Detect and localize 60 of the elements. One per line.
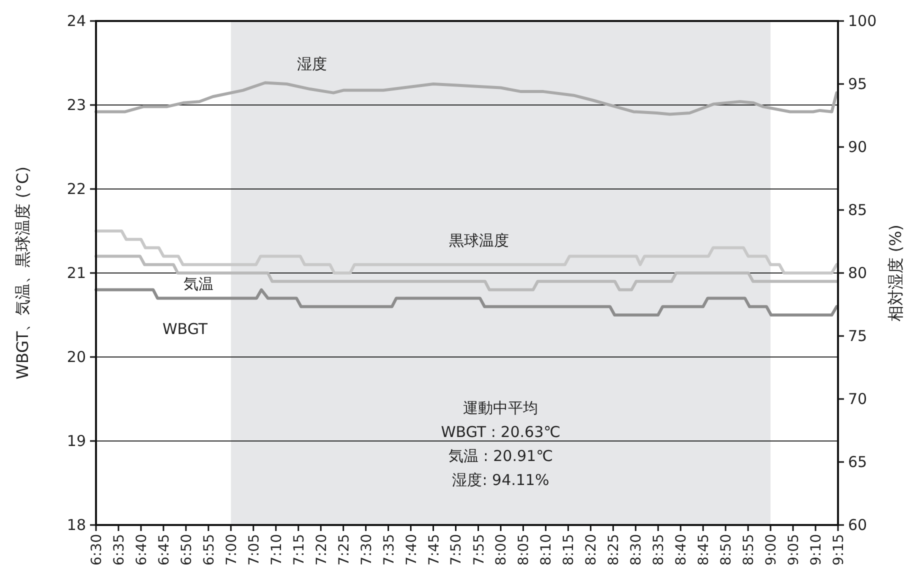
x-tick-label: 8:50 — [718, 534, 735, 566]
y2-tick-label: 75 — [848, 327, 868, 345]
y2-tick-label: 100 — [848, 12, 877, 30]
y-tick-label: 18 — [66, 516, 86, 534]
x-tick-label: 6:35 — [111, 534, 128, 566]
y-tick-label: 20 — [66, 348, 86, 366]
x-tick-label: 6:55 — [201, 534, 218, 566]
x-tick-label: 9:00 — [764, 534, 780, 566]
x-tick-label: 9:05 — [786, 534, 802, 566]
x-tick-label: 8:40 — [674, 534, 690, 566]
y2-tick-label: 60 — [848, 516, 868, 534]
x-tick-label: 7:20 — [314, 534, 330, 566]
x-tick-label: 8:45 — [696, 534, 712, 566]
y2-axis-title: 相対湿度 (%) — [886, 224, 905, 322]
x-tick-label: 7:35 — [381, 534, 398, 566]
x-tick-label: 7:30 — [358, 534, 375, 566]
x-tick-label: 8:15 — [561, 534, 578, 566]
y-tick-label: 19 — [66, 432, 86, 450]
y2-tick-label: 95 — [848, 75, 868, 93]
series-label: WBGT — [162, 320, 208, 338]
annotation: 運動中平均 — [463, 399, 538, 417]
y2-tick-label: 85 — [848, 201, 868, 219]
y2-tick-label: 80 — [848, 264, 868, 282]
x-tick-label: 6:50 — [178, 534, 195, 566]
y2-tick-label: 70 — [848, 390, 868, 408]
x-tick-label: 7:10 — [268, 534, 285, 566]
x-tick-label: 8:55 — [741, 534, 758, 566]
y-tick-label: 24 — [66, 12, 86, 30]
x-tick-label: 8:25 — [606, 534, 622, 566]
x-tick-label: 7:15 — [291, 534, 308, 566]
x-tick-label: 7:55 — [471, 534, 488, 566]
x-tick-label: 7:40 — [404, 534, 420, 566]
x-tick-label: 7:45 — [426, 534, 442, 566]
series-label: 湿度 — [296, 55, 327, 74]
y-tick-label: 22 — [66, 180, 86, 198]
x-tick-label: 9:15 — [831, 534, 847, 566]
x-tick-label: 8:35 — [651, 534, 668, 566]
x-tick-label: 6:30 — [89, 534, 105, 566]
x-tick-label: 9:10 — [808, 534, 825, 566]
x-tick-label: 8:20 — [584, 534, 600, 566]
series-label: 気温 — [184, 275, 214, 293]
x-tick-label: 8:00 — [494, 534, 510, 566]
x-tick-label: 8:10 — [538, 534, 555, 566]
y-tick-label: 21 — [66, 264, 86, 282]
annotation: 湿度: 94.11% — [452, 471, 550, 489]
x-tick-label: 8:05 — [516, 534, 532, 566]
x-tick-label: 7:00 — [224, 534, 240, 566]
x-tick-label: 6:40 — [134, 534, 150, 566]
annotation: 気温 : 20.91℃ — [448, 447, 553, 465]
y2-tick-label: 65 — [848, 453, 868, 471]
x-tick-label: 7:25 — [336, 534, 352, 566]
y2-tick-label: 90 — [848, 138, 868, 156]
annotation: WBGT : 20.63℃ — [440, 423, 560, 441]
x-tick-label: 8:30 — [628, 534, 645, 566]
x-tick-label: 7:05 — [246, 534, 262, 566]
x-tick-label: 6:45 — [156, 534, 172, 566]
x-tick-label: 7:50 — [448, 534, 465, 566]
y-axis-title: WBGT、気温、黒球温度 (°C) — [13, 166, 32, 380]
y-tick-label: 23 — [66, 96, 86, 114]
series-label: 黒球温度 — [449, 232, 510, 250]
